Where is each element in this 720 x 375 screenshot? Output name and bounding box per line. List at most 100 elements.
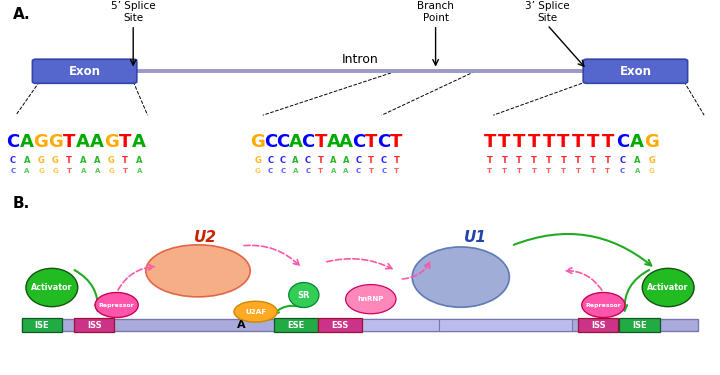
Text: C: C: [616, 133, 629, 151]
Text: C: C: [10, 168, 16, 174]
Text: T: T: [369, 168, 374, 174]
Text: G: G: [649, 168, 654, 174]
Text: A: A: [343, 156, 349, 165]
Ellipse shape: [145, 245, 251, 297]
Text: C: C: [276, 133, 289, 151]
Text: C: C: [352, 133, 365, 151]
Text: A: A: [76, 133, 90, 151]
Text: T: T: [575, 156, 581, 165]
Text: C: C: [302, 133, 315, 151]
Text: T: T: [123, 168, 127, 174]
Text: A: A: [293, 168, 298, 174]
Text: T: T: [561, 168, 566, 174]
Text: C: C: [381, 168, 387, 174]
Text: C: C: [264, 133, 277, 151]
Text: T: T: [501, 156, 508, 165]
Text: A: A: [330, 156, 337, 165]
Text: T: T: [587, 133, 599, 151]
Text: G: G: [251, 133, 265, 151]
Text: T: T: [368, 156, 374, 165]
Text: T: T: [516, 156, 522, 165]
Text: ISE: ISE: [35, 321, 49, 330]
Text: G: G: [37, 156, 45, 165]
Text: T: T: [531, 168, 536, 174]
Text: Repressor: Repressor: [99, 303, 135, 307]
Ellipse shape: [95, 292, 138, 318]
FancyBboxPatch shape: [74, 318, 114, 332]
Text: 5’ Splice
Site: 5’ Splice Site: [111, 2, 156, 23]
FancyBboxPatch shape: [318, 318, 362, 332]
Ellipse shape: [642, 268, 694, 307]
Text: A: A: [132, 133, 146, 151]
Text: T: T: [66, 156, 72, 165]
Text: ESE: ESE: [287, 321, 305, 330]
Text: T: T: [483, 133, 496, 151]
Text: T: T: [122, 156, 128, 165]
Text: G: G: [254, 156, 261, 165]
Text: T: T: [487, 168, 492, 174]
Text: T: T: [318, 168, 323, 174]
Text: T: T: [546, 168, 551, 174]
Text: A: A: [292, 156, 299, 165]
Text: A: A: [634, 168, 640, 174]
Text: Repressor: Repressor: [585, 303, 621, 307]
Text: T: T: [531, 156, 537, 165]
Text: G: G: [108, 156, 114, 165]
Text: A: A: [94, 168, 100, 174]
Text: Activator: Activator: [31, 283, 73, 292]
Text: C: C: [305, 156, 311, 165]
Text: C: C: [377, 133, 390, 151]
Ellipse shape: [234, 301, 277, 322]
Text: T: T: [576, 168, 580, 174]
Text: T: T: [502, 168, 507, 174]
Text: C: C: [305, 168, 311, 174]
Text: ESS: ESS: [331, 321, 348, 330]
Text: T: T: [315, 133, 327, 151]
Text: T: T: [590, 156, 596, 165]
Text: 3’ Splice
Site: 3’ Splice Site: [525, 2, 570, 23]
Text: ISS: ISS: [87, 321, 102, 330]
Text: T: T: [557, 133, 570, 151]
Text: T: T: [390, 133, 402, 151]
Text: A: A: [90, 133, 104, 151]
Text: G: G: [53, 168, 58, 174]
FancyBboxPatch shape: [22, 319, 698, 331]
FancyBboxPatch shape: [578, 318, 618, 332]
Text: G: G: [649, 156, 655, 165]
Text: A: A: [136, 156, 143, 165]
Text: A: A: [24, 156, 30, 165]
Text: T: T: [601, 133, 614, 151]
Text: A: A: [81, 168, 86, 174]
Text: T: T: [560, 156, 567, 165]
Text: A: A: [326, 133, 341, 151]
Text: C: C: [381, 156, 387, 165]
Ellipse shape: [289, 282, 319, 308]
Text: T: T: [394, 168, 399, 174]
Text: T: T: [393, 156, 400, 165]
Text: U2: U2: [194, 230, 217, 245]
Text: T: T: [605, 156, 611, 165]
Text: Exon: Exon: [619, 65, 652, 78]
Text: C: C: [280, 156, 286, 165]
Text: T: T: [318, 156, 324, 165]
Text: A: A: [24, 168, 30, 174]
Text: C: C: [620, 168, 625, 174]
Text: U2AF: U2AF: [245, 309, 266, 315]
Text: C: C: [267, 156, 274, 165]
Text: G: G: [255, 168, 261, 174]
Text: C: C: [356, 168, 361, 174]
Text: Exon: Exon: [68, 65, 101, 78]
Text: T: T: [365, 133, 377, 151]
Text: G: G: [644, 133, 660, 151]
Text: T: T: [67, 168, 71, 174]
Text: C: C: [268, 168, 273, 174]
Text: C: C: [619, 156, 626, 165]
Text: A: A: [237, 320, 246, 330]
Text: T: T: [517, 168, 521, 174]
Text: C: C: [6, 133, 19, 151]
Text: T: T: [590, 168, 595, 174]
Text: T: T: [513, 133, 526, 151]
Text: A: A: [20, 133, 34, 151]
Text: G: G: [48, 133, 63, 151]
Text: A: A: [94, 156, 101, 165]
